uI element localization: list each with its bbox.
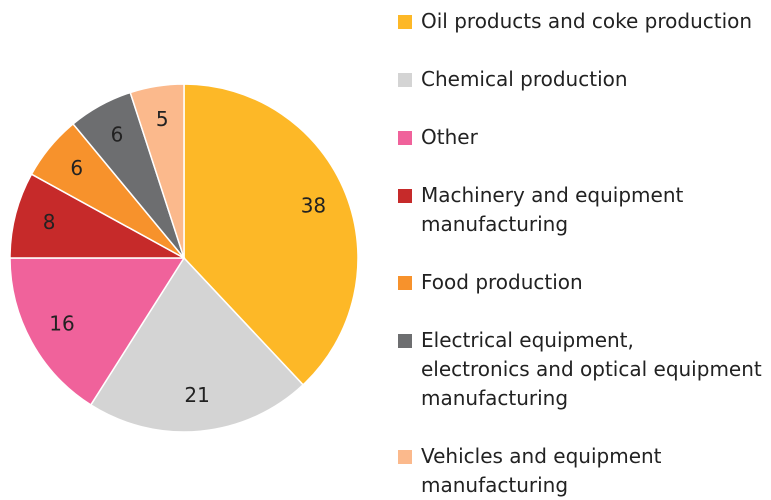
legend-swatch [398, 131, 412, 145]
legend-item: Oil products and coke production [398, 7, 762, 36]
legend-item: Electrical equipment, electronics and op… [398, 326, 762, 413]
data-label: 6 [111, 123, 124, 147]
legend-label: Machinery and equipment manufacturing [421, 183, 684, 236]
legend: Oil products and coke production Chemical… [398, 7, 762, 500]
legend-swatch [398, 73, 412, 87]
data-label: 38 [301, 193, 326, 217]
pie-slice [89, 256, 305, 433]
legend-swatch [398, 334, 412, 348]
chart: 38 21 16 8 6 6 5 [9, 83, 359, 433]
legend-label: Oil products and coke production [421, 9, 753, 33]
pie-slice [129, 83, 185, 259]
legend-item: Vehicles and equipment manufacturing [398, 442, 762, 500]
legend-swatch [398, 276, 412, 290]
legend-swatch [398, 189, 412, 203]
legend-item: Chemical production [398, 65, 762, 94]
legend-label: Electrical equipment, electronics and op… [421, 328, 762, 410]
data-label: 6 [70, 156, 83, 180]
legend-swatch [398, 450, 412, 464]
data-label: 5 [156, 107, 169, 131]
legend-item: Other [398, 123, 762, 152]
data-label: 21 [184, 383, 209, 407]
legend-label: Food production [421, 270, 583, 294]
legend-item: Food production [398, 268, 762, 297]
legend-label: Chemical production [421, 67, 628, 91]
pie-slice [9, 257, 186, 406]
legend-label: Vehicles and equipment manufacturing [421, 444, 662, 497]
legend-swatch [398, 15, 412, 29]
legend-item: Machinery and equipment manufacturing [398, 181, 762, 239]
legend-label: Other [421, 125, 478, 149]
data-label: 8 [43, 210, 56, 234]
pie-slice [183, 83, 359, 386]
data-label: 16 [49, 312, 74, 336]
